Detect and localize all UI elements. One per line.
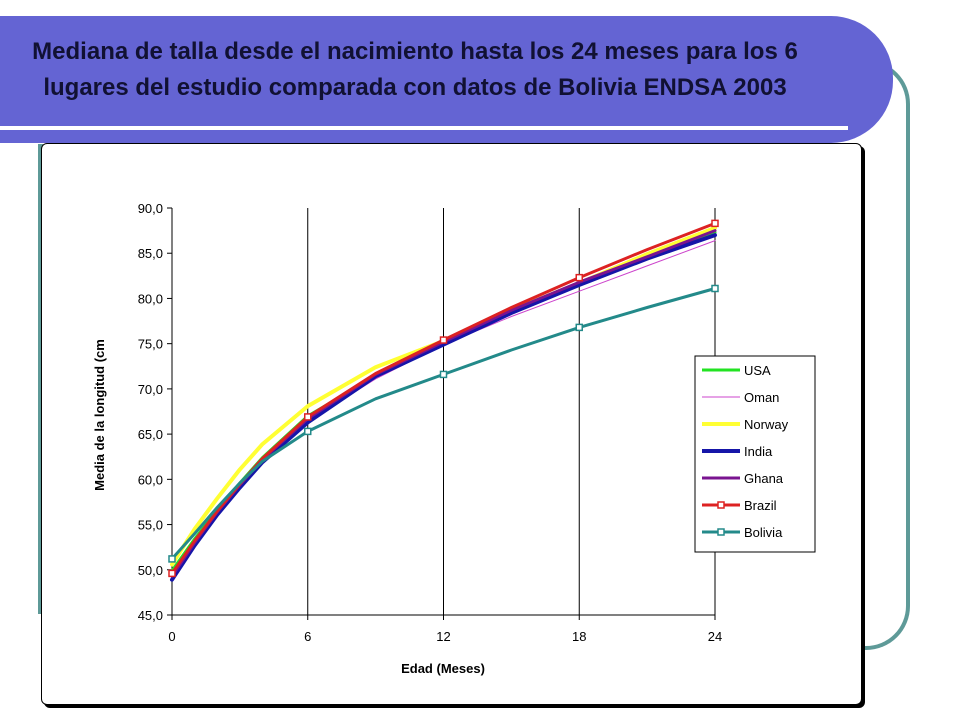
x-tick-label: 24	[708, 629, 722, 644]
legend-label-ghana: Ghana	[744, 471, 784, 486]
data-point-bolivia	[439, 370, 448, 379]
legend-label-oman: Oman	[744, 390, 779, 405]
legend-label-brazil: Brazil	[744, 498, 777, 513]
data-point-brazil	[304, 413, 312, 421]
data-point-bolivia	[304, 427, 312, 436]
x-tick-label: 12	[436, 629, 450, 644]
legend-items: USA Oman Norway India Ghana Brazil Bolivia	[702, 363, 789, 540]
legend-label-india: India	[744, 444, 773, 459]
y-tick-label: 80,0	[138, 291, 163, 306]
data-point-bolivia	[711, 284, 719, 293]
x-tick-label: 6	[304, 629, 311, 644]
series-line-brazil	[170, 221, 717, 575]
series-line-india	[170, 233, 717, 582]
x-tick-label: 18	[572, 629, 586, 644]
y-tick-label: 90,0	[138, 201, 163, 216]
series-lines	[168, 219, 719, 582]
data-point-brazil	[168, 569, 176, 578]
x-tick-label: 0	[168, 629, 175, 644]
title-band	[0, 16, 893, 143]
y-axis-title: Media de la longitud (cm	[92, 339, 107, 491]
x-axis-title: Edad (Meses)	[401, 661, 485, 676]
legend-marker-brazil	[717, 501, 725, 509]
legend-marker-bolivia	[717, 528, 725, 536]
slide-left-accent	[38, 144, 43, 614]
data-point-brazil	[439, 336, 448, 344]
legend-label-usa: USA	[744, 363, 771, 378]
chart-frame: 45,0 50,0 55,0 60,0 65,0 70,0 75,0 80,0 85,0 90,0…	[41, 143, 862, 705]
data-point-brazil	[711, 219, 719, 228]
legend-label-norway: Norway	[744, 417, 789, 432]
axes: 45,0 50,0 55,0 60,0 65,0 70,0 75,0 80,0 85,0 90,0…	[138, 201, 723, 644]
title-underline	[0, 126, 848, 130]
legend-label-bolivia: Bolivia	[744, 525, 783, 540]
slide-title: Mediana de talla desde el nacimiento has…	[32, 38, 798, 101]
y-tick-label: 85,0	[138, 246, 163, 261]
series-line-bolivia	[170, 287, 717, 561]
data-point-bolivia	[575, 323, 583, 332]
data-point-brazil	[575, 273, 583, 282]
y-tick-label: 45,0	[138, 608, 163, 623]
y-tick-label: 60,0	[138, 472, 163, 487]
data-point-bolivia	[168, 555, 176, 563]
y-tick-label: 75,0	[138, 337, 163, 352]
y-tick-label: 55,0	[138, 518, 163, 533]
legend-box	[694, 355, 816, 553]
chart-legend: USA Oman Norway India Ghana Brazil Bolivia	[694, 355, 816, 553]
y-tick-label: 70,0	[138, 382, 163, 397]
y-tick-label: 65,0	[138, 427, 163, 442]
growth-line-chart: 45,0 50,0 55,0 60,0 65,0 70,0 75,0 80,0 85,0 90,0…	[92, 201, 816, 676]
y-tick-label: 50,0	[138, 563, 163, 578]
